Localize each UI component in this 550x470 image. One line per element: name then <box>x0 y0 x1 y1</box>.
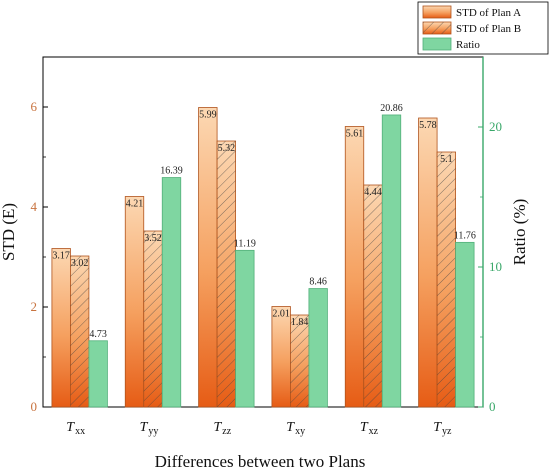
bar-ratio-5 <box>381 114 402 408</box>
bar-ratio-1 <box>88 340 108 408</box>
y-axis-left-title: STD (E) <box>0 203 18 261</box>
bar-label-3-2: 16.39 <box>160 166 183 177</box>
bar-label-1-1: 3.17 <box>52 251 70 262</box>
y-right-tick-label-20: 20 <box>489 119 502 134</box>
bar-label-1-6: 5.78 <box>419 120 437 131</box>
bar-std-of-plan-a-1 <box>51 248 71 408</box>
bar-label-1-3: 5.99 <box>199 110 217 121</box>
y-left-tick-label-4: 4 <box>31 199 38 214</box>
x-tick-label-6: Tyz <box>433 420 452 437</box>
x-axis-title: Differences between two Plans <box>155 452 366 470</box>
bar-std-of-plan-b-5-hatch <box>363 185 383 407</box>
bar-std-of-plan-b-6-hatch <box>437 152 456 407</box>
bar-std-of-plan-a-5 <box>344 126 365 408</box>
legend-swatch-1 <box>422 5 452 19</box>
bar-label-2-3: 5.32 <box>218 143 236 154</box>
plot-frame <box>42 56 484 408</box>
x-tick-label-3: Tzz <box>213 420 231 437</box>
bar-label-3-1: 4.73 <box>89 329 107 340</box>
y-right-tick-label-10: 10 <box>489 259 502 274</box>
y-left-tick-label-6: 6 <box>31 99 38 114</box>
bar-label-1-5: 5.61 <box>346 129 364 140</box>
bar-label-2-1: 3.02 <box>71 258 89 269</box>
bar-std-of-plan-a-4 <box>271 306 291 408</box>
legend-label-3: Ratio <box>456 39 480 51</box>
x-tick-label-1: Txx <box>66 420 85 437</box>
bar-label-2-5: 4.44 <box>364 187 382 198</box>
bar-label-3-3: 11.19 <box>234 238 256 249</box>
legend-label-1: STD of Plan A <box>456 7 521 19</box>
bar-label-3-4: 8.46 <box>309 277 327 288</box>
x-tick-label-4: Txy <box>286 420 305 437</box>
bars-group: 3.173.02 4.73 Txx 4.21 3.52 16.39 Tyy 5.99 5.32 1… <box>51 103 476 437</box>
bar-std-of-plan-b-2-hatch <box>143 231 163 407</box>
bar-label-1-2: 4.21 <box>126 199 144 210</box>
bar-std-of-plan-b-4-hatch <box>290 315 309 407</box>
y-left-tick-label-2: 2 <box>31 299 38 314</box>
x-tick-label-2: Tyy <box>140 420 159 437</box>
bar-std-of-plan-a-3 <box>198 107 218 408</box>
legend-swatch-3 <box>422 37 452 51</box>
bar-label-1-4: 2.01 <box>272 309 290 320</box>
bar-label-2-6: 5.1 <box>440 154 453 165</box>
bar-std-of-plan-a-6 <box>418 117 438 408</box>
axes-group: 0 2 4 6 0 10 20 <box>31 57 502 414</box>
bar-ratio-3 <box>235 249 255 408</box>
legend: STD of Plan A STD of Plan B Ratio <box>417 1 549 55</box>
legend-label-2: STD of Plan B <box>456 23 521 35</box>
bar-ratio-4 <box>308 288 328 408</box>
bar-label-2-2: 3.52 <box>144 233 162 244</box>
bar-std-of-plan-b-1-hatch <box>70 256 89 407</box>
bar-label-2-4: 1.84 <box>291 317 309 328</box>
y-right-tick-label-0: 0 <box>489 399 496 414</box>
legend-swatch-hatch-2 <box>423 22 451 34</box>
bar-label-3-5: 20.86 <box>380 103 403 114</box>
bar-std-of-plan-a-2 <box>124 196 145 408</box>
bar-ratio-2 <box>161 177 182 408</box>
bar-std-of-plan-b-3-hatch <box>217 141 236 407</box>
x-tick-label-5: Txz <box>360 420 379 437</box>
y-axis-right-title: Ratio (%) <box>510 199 529 266</box>
y-left-tick-label-0: 0 <box>31 399 38 414</box>
bar-label-3-6: 11.76 <box>454 230 476 241</box>
plot-border <box>42 56 484 408</box>
bar-ratio-6 <box>455 241 475 408</box>
